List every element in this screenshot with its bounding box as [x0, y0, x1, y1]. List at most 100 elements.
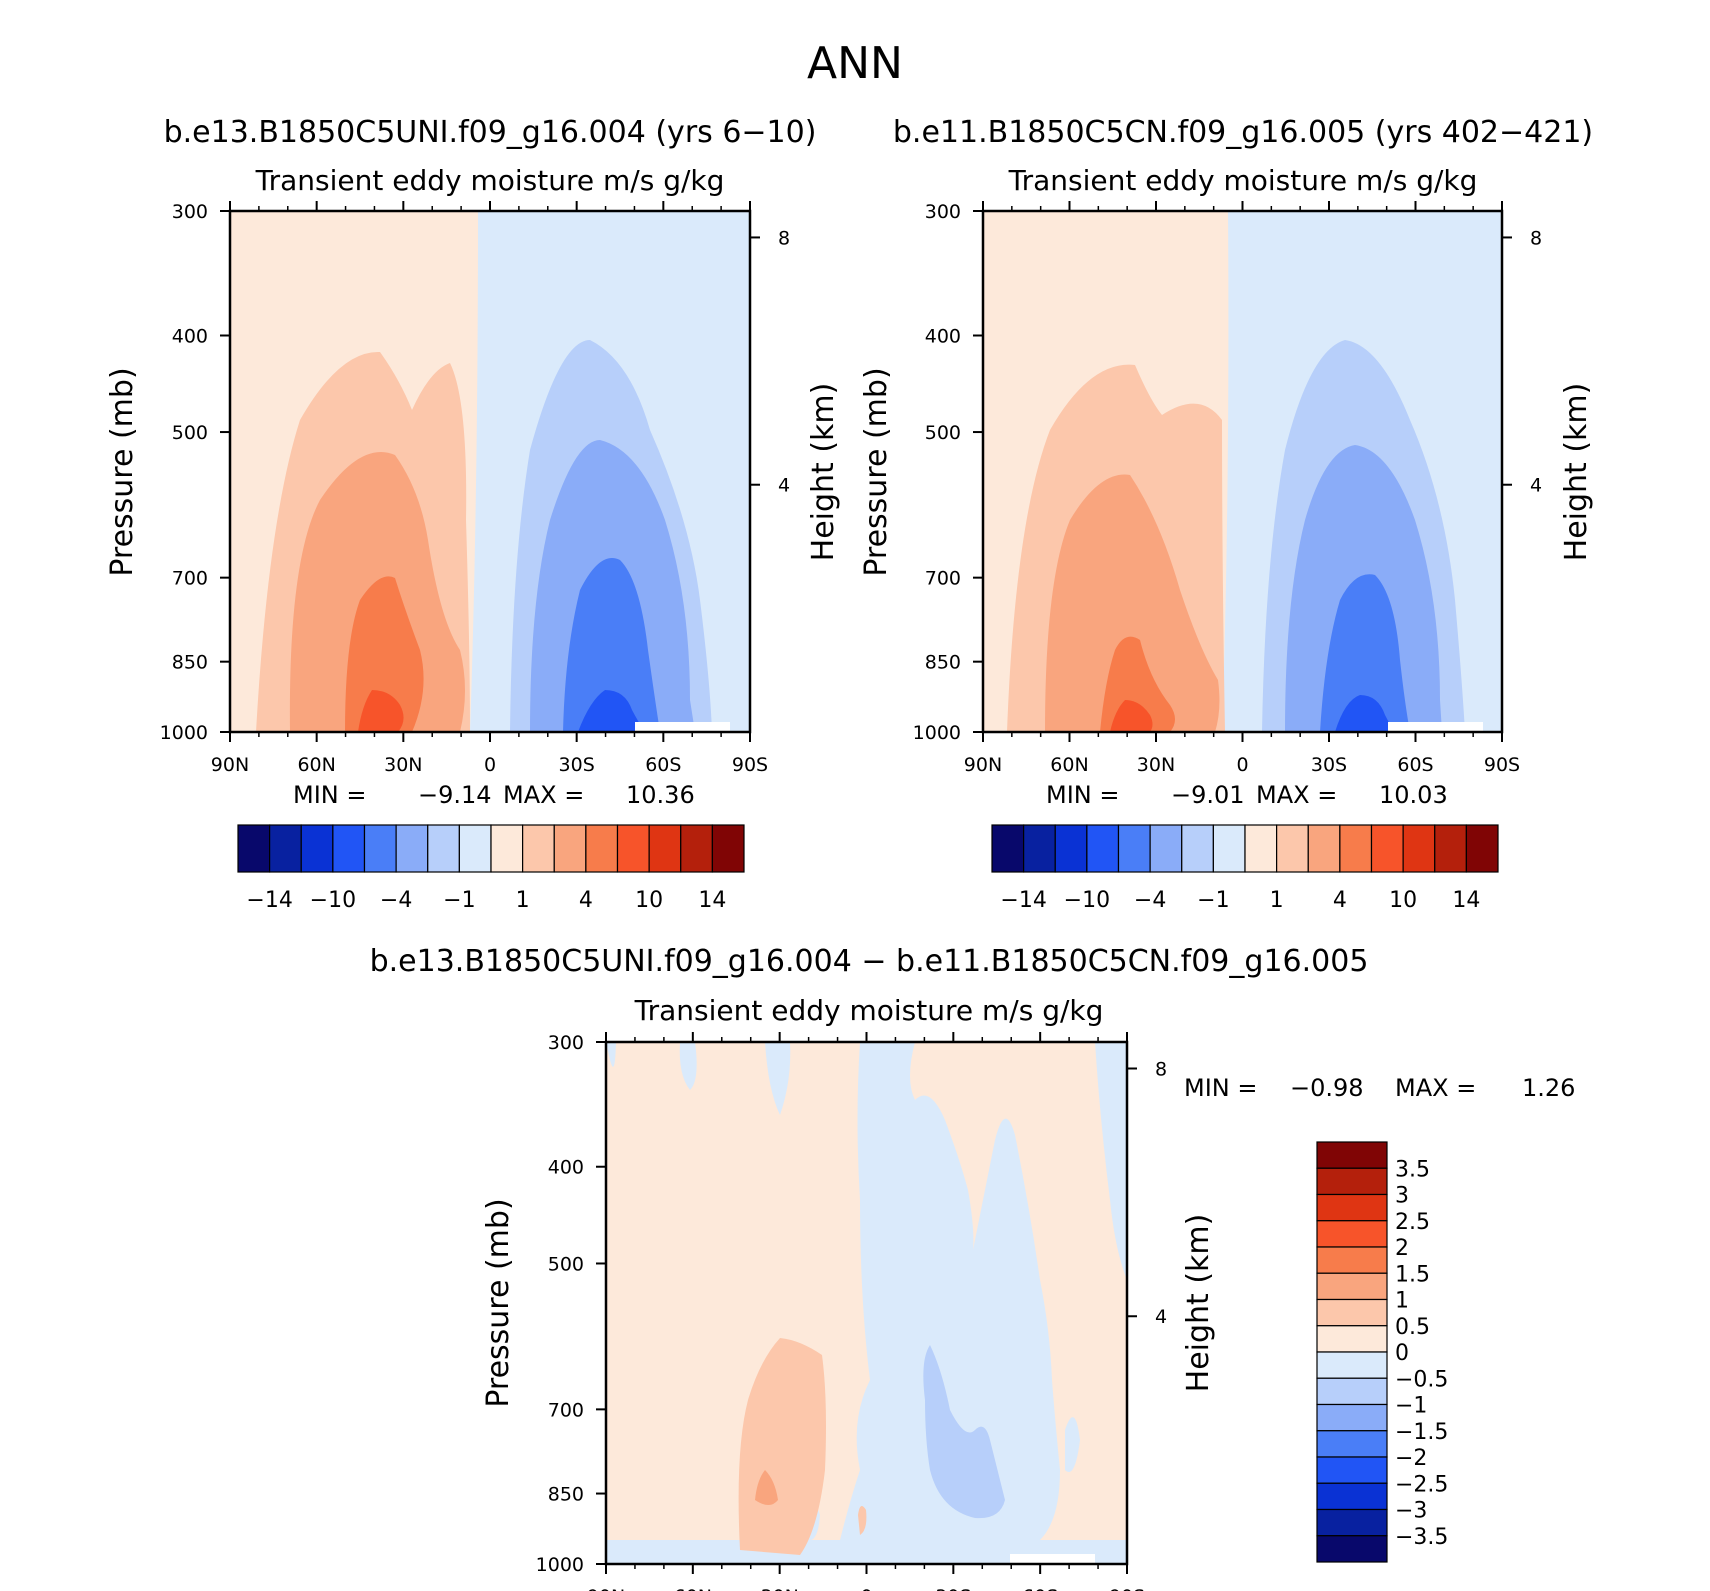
y-tick-label: 850 — [925, 652, 961, 674]
colorbar-label: −3 — [1395, 1499, 1427, 1524]
colorbar-box — [1316, 1193, 1388, 1222]
y-right-tick-label: 4 — [1155, 1306, 1167, 1328]
panel-1-pos4 — [345, 576, 424, 732]
colorbar-label: −3.5 — [1395, 1525, 1448, 1550]
panel-2-min-label: MIN = — [1046, 781, 1119, 809]
colorbar-box — [648, 824, 682, 873]
x-tick-label: 30S — [935, 1586, 971, 1591]
colorbar-box — [616, 824, 650, 873]
colorbar-box — [680, 824, 713, 873]
y-tick-label: 700 — [548, 1399, 584, 1421]
panel-1-contours — [230, 211, 750, 732]
panel-3-ylabel-right: Height (km) — [1181, 1214, 1216, 1393]
y-tick-label: 1000 — [913, 722, 961, 744]
colorbar-box — [1117, 824, 1151, 873]
x-tick-label: 30N — [1137, 754, 1175, 776]
panel-1: b.e13.B1850C5UNI.f09_g16.004 (yrs 6−10) … — [105, 115, 841, 913]
panel-2: b.e11.B1850C5CN.f09_g16.005 (yrs 402−421… — [859, 115, 1594, 913]
panel-3-case-title: b.e13.B1850C5UNI.f09_g16.004 − b.e11.B18… — [370, 944, 1369, 979]
x-tick-label: 90N — [964, 754, 1002, 776]
panel-3-white-patch — [1010, 1554, 1095, 1564]
panel-1-pos5 — [358, 690, 404, 732]
x-tick-label: 90S — [732, 754, 768, 776]
colorbar-label: 1.5 — [1395, 1262, 1430, 1287]
x-tick-label: 90S — [1484, 754, 1520, 776]
panel-3-neg2 — [923, 1345, 1005, 1519]
colorbar-label: −0.5 — [1395, 1367, 1448, 1392]
colorbar-box — [1316, 1246, 1388, 1274]
panel-2-contours — [983, 211, 1502, 732]
y-tick-label: 1000 — [536, 1554, 584, 1576]
x-tick-label: 60N — [1050, 754, 1088, 776]
colorbar-box — [1086, 824, 1120, 873]
colorbar-label: 4 — [579, 888, 593, 913]
y-tick-label: 700 — [925, 568, 961, 590]
colorbar-box — [1316, 1167, 1388, 1196]
x-tick-label: 90S — [1109, 1586, 1145, 1591]
colorbar-label: −14 — [246, 888, 292, 913]
x-tick-label: 30S — [559, 754, 595, 776]
colorbar-box — [300, 824, 334, 873]
colorbar-label: 2.5 — [1395, 1210, 1430, 1235]
colorbar-box — [1316, 1535, 1388, 1563]
y-tick-label: 400 — [548, 1157, 584, 1179]
y-right-tick-label: 8 — [1155, 1058, 1167, 1080]
colorbar-box — [363, 824, 397, 873]
colorbar-label: 10 — [1389, 888, 1417, 913]
y-tick-label: 500 — [172, 422, 208, 444]
y-tick-label: 850 — [548, 1484, 584, 1506]
panel-3-pos2-b — [858, 1506, 867, 1535]
colorbar-label: 3.5 — [1395, 1157, 1430, 1182]
panel-3-neg-right-b — [1065, 1417, 1080, 1472]
x-tick-label: 60S — [645, 754, 681, 776]
x-tick-label: 90N — [587, 1586, 625, 1591]
colorbar-label: −1 — [1197, 888, 1229, 913]
panel-3-neg-patch-b — [765, 1042, 791, 1115]
colorbar-box — [1316, 1351, 1388, 1379]
colorbar-box — [1316, 1430, 1388, 1458]
y-tick-label: 300 — [925, 201, 961, 223]
panel-2-max-label: MAX = — [1256, 781, 1337, 809]
colorbar-box — [711, 824, 745, 873]
figure-title: ANN — [807, 38, 903, 89]
x-tick-label: 30N — [384, 754, 422, 776]
x-tick-label: 60S — [1022, 1586, 1058, 1591]
colorbar-box — [585, 824, 619, 873]
panel-3-subtitle: Transient eddy moisture m/s g/kg — [634, 994, 1104, 1027]
panel-2-min-value: −9.01 — [1171, 781, 1245, 809]
colorbar-label: 14 — [1452, 888, 1480, 913]
panel-2-ylabel: Pressure (mb) — [859, 367, 894, 576]
panel-1-min-value: −9.14 — [418, 781, 492, 809]
panel-2-subtitle: Transient eddy moisture m/s g/kg — [1008, 164, 1478, 197]
colorbar-label: 1 — [516, 888, 530, 913]
colorbar-box — [1465, 824, 1499, 873]
panel-3-min-label: MIN = — [1184, 1074, 1257, 1102]
colorbar-label: 0 — [1395, 1341, 1409, 1366]
panel-3-ylabel: Pressure (mb) — [481, 1198, 516, 1407]
colorbar-label: −14 — [1000, 888, 1046, 913]
colorbar-box — [269, 824, 302, 873]
panel-1-neg4 — [563, 558, 660, 732]
panel-3-axes: 90N 60N 30N 0 30S 60S 90S 300 400 500 700 850 1000 8 4 — [536, 1032, 1167, 1591]
colorbar-box — [1402, 824, 1436, 873]
y-tick-label: 400 — [172, 325, 208, 347]
y-tick-label: 500 — [925, 422, 961, 444]
panel-3-min-value: −0.98 — [1290, 1074, 1364, 1102]
colorbar-label: −1 — [443, 888, 475, 913]
panel-1-white-patch — [635, 722, 730, 732]
panel-1-subtitle: Transient eddy moisture m/s g/kg — [255, 164, 725, 197]
colorbar-label: 14 — [698, 888, 726, 913]
panel-1-max-label: MAX = — [503, 781, 584, 809]
x-tick-label: 90N — [211, 754, 249, 776]
y-right-tick-label: 8 — [778, 227, 790, 249]
x-tick-label: 0 — [860, 1586, 872, 1591]
colorbar-box — [237, 824, 271, 873]
panel-2-colorbar: −14 −10 −4 −1 1 4 10 14 — [991, 824, 1499, 913]
panel-3: b.e13.B1850C5UNI.f09_g16.004 − b.e11.B18… — [370, 944, 1576, 1591]
colorbar-box — [1316, 1298, 1388, 1327]
panel-2-ylabel-right: Height (km) — [1559, 383, 1594, 562]
colorbar-box — [1149, 824, 1183, 873]
y-tick-label: 700 — [172, 568, 208, 590]
panel-3-max-value: 1.26 — [1522, 1074, 1575, 1102]
